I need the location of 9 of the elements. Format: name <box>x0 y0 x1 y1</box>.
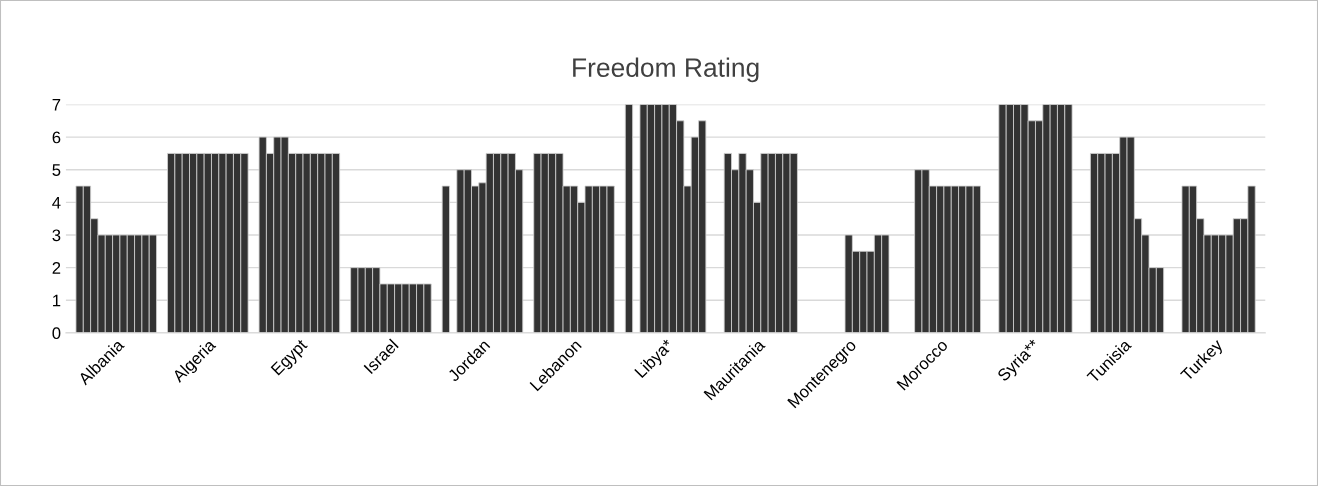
chart-title: Freedom Rating <box>573 57 759 83</box>
y-tick-label: 7 <box>52 99 61 111</box>
y-tick-label: 1 <box>53 294 61 307</box>
y-tick-label: 0 <box>52 327 61 340</box>
y-tick-label: 5 <box>52 164 61 176</box>
y-tick-label: 4 <box>52 196 61 209</box>
y-tick-label: 6 <box>52 131 61 144</box>
y-tick-label: 2 <box>52 262 61 274</box>
y-tick-label: 3 <box>52 229 61 242</box>
